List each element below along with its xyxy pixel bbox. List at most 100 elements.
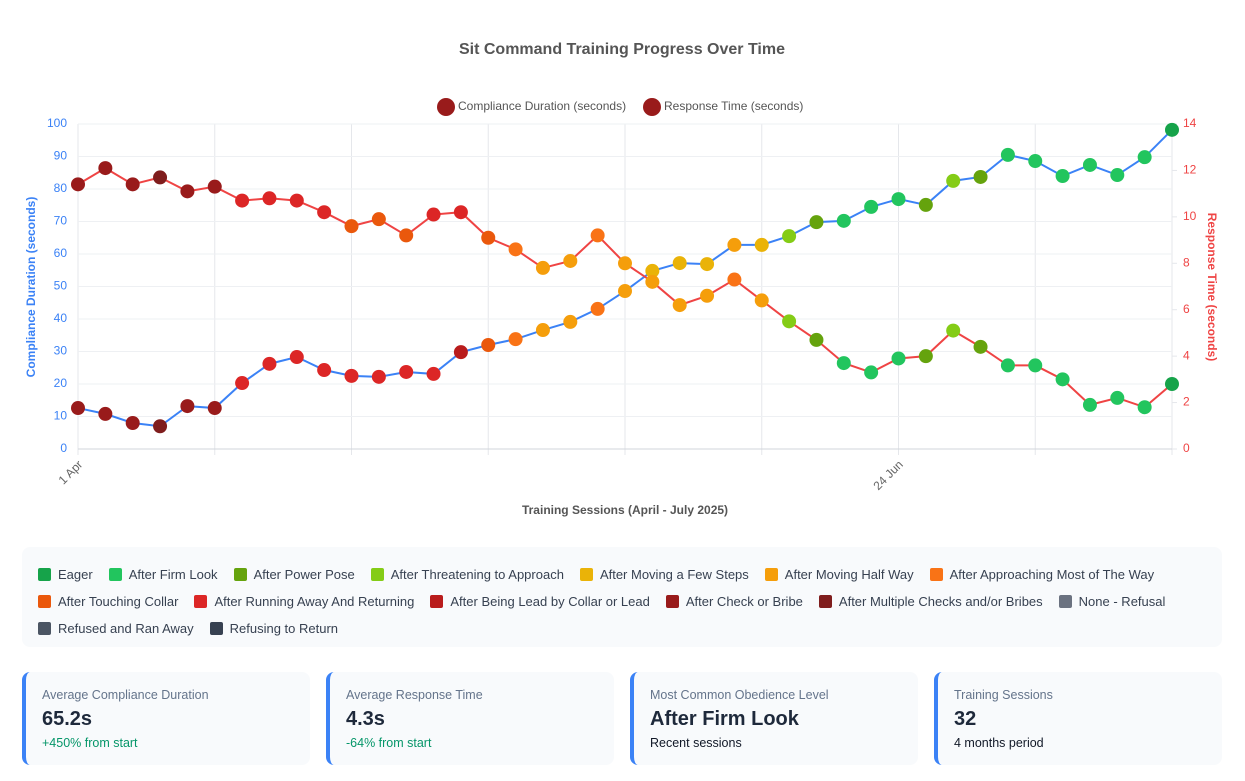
level-swatch: [929, 568, 943, 581]
data-point: [1082, 397, 1097, 412]
data-point: [1082, 157, 1097, 172]
level-label: Eager: [58, 567, 93, 582]
level-legend-item: After Check or Bribe: [665, 588, 803, 615]
y2-axis-title: Response Time (seconds): [1205, 213, 1219, 362]
level-legend-item: After Running Away And Returning: [194, 588, 414, 615]
data-point: [535, 323, 550, 338]
data-point: [782, 229, 797, 244]
stat-note: -64% from start: [346, 736, 432, 750]
stat-label: Average Response Time: [346, 688, 483, 702]
data-point: [754, 293, 769, 308]
y2-tick-label: 10: [1183, 209, 1197, 223]
x-axis-title: Training Sessions (April - July 2025): [522, 503, 728, 517]
data-point: [618, 284, 632, 299]
data-point: [590, 228, 605, 243]
level-legend-item: Refused and Ran Away: [38, 615, 194, 642]
level-legend-item: After Power Pose: [233, 561, 355, 588]
level-label: After Power Pose: [253, 567, 355, 582]
legend-label: Compliance Duration (seconds): [458, 99, 626, 113]
data-point: [973, 339, 988, 354]
y-tick-label: 90: [54, 149, 68, 163]
data-point: [98, 161, 113, 176]
data-point: [1055, 169, 1070, 183]
data-point: [371, 369, 386, 384]
y-tick-label: 30: [54, 344, 68, 358]
data-point: [98, 406, 113, 421]
data-point: [535, 260, 550, 275]
y-axis-title: Compliance Duration (seconds): [24, 197, 38, 378]
data-point: [453, 345, 468, 360]
stat-card: Average Compliance Duration 65.2s +450% fr…: [22, 672, 310, 765]
data-point: [1165, 377, 1179, 391]
level-label: After Multiple Checks and/or Bribes: [838, 594, 1043, 609]
data-point: [153, 419, 168, 434]
data-point: [125, 416, 140, 430]
level-label: After Firm Look: [128, 567, 218, 582]
data-point: [426, 366, 441, 381]
data-point: [618, 256, 632, 271]
level-swatch: [430, 595, 444, 608]
data-point: [289, 350, 304, 365]
data-point: [918, 349, 933, 364]
level-label: After Check or Bribe: [685, 594, 803, 609]
level-swatch: [38, 622, 51, 635]
data-point: [180, 399, 195, 414]
data-point: [864, 365, 879, 380]
y2-tick-label: 6: [1183, 302, 1190, 316]
data-point: [918, 197, 933, 212]
data-point: [207, 179, 222, 194]
legend-marker: [437, 98, 455, 116]
data-point: [864, 199, 879, 214]
stat-value: After Firm Look: [650, 708, 799, 730]
data-point: [180, 184, 195, 199]
data-point: [235, 193, 250, 208]
y-tick-label: 80: [54, 181, 68, 195]
level-swatch: [38, 568, 51, 581]
legend-marker: [643, 98, 661, 116]
data-point: [563, 253, 578, 268]
y2-tick-label: 4: [1183, 348, 1190, 362]
data-point: [1028, 358, 1043, 373]
legend-label: Response Time (seconds): [664, 99, 803, 113]
data-point: [754, 237, 769, 252]
data-point: [700, 288, 715, 303]
y2-tick-label: 2: [1183, 395, 1190, 409]
data-point: [1028, 154, 1043, 169]
data-point: [836, 356, 851, 371]
level-legend-item: After Being Lead by Collar or Lead: [430, 588, 650, 615]
y-tick-label: 100: [47, 116, 67, 130]
y-tick-label: 20: [54, 376, 68, 390]
data-point: [453, 205, 468, 220]
data-point: [481, 338, 496, 352]
level-label: After Moving a Few Steps: [599, 567, 749, 582]
y2-tick-label: 12: [1183, 163, 1197, 177]
level-label: After Moving Half Way: [784, 567, 914, 582]
data-point: [71, 401, 85, 416]
data-point: [125, 177, 140, 192]
stat-label: Most Common Obedience Level: [650, 688, 829, 702]
data-point: [508, 242, 523, 257]
data-point: [153, 170, 168, 185]
x-tick-label: 1 Apr: [56, 457, 86, 487]
data-point: [1055, 372, 1070, 387]
chart-title: Sit Command Training Progress Over Time: [459, 41, 785, 58]
data-point: [836, 213, 851, 228]
data-point: [71, 177, 85, 192]
data-point: [399, 228, 414, 243]
chart: Sit Command Training Progress Over Time …: [24, 41, 1219, 517]
level-legend-item: After Multiple Checks and/or Bribes: [818, 588, 1043, 615]
level-swatch: [370, 568, 384, 581]
data-point: [426, 207, 441, 222]
data-point: [508, 332, 523, 347]
data-point: [891, 192, 906, 207]
level-label: Refused and Ran Away: [58, 621, 194, 636]
data-point: [344, 219, 359, 234]
level-swatch: [209, 622, 223, 635]
stat-card: Average Response Time 4.3s -64% from start: [326, 672, 614, 765]
data-point: [1110, 390, 1125, 405]
level-label: After Being Lead by Collar or Lead: [450, 594, 650, 609]
level-legend-item: Eager: [38, 561, 93, 588]
data-point: [344, 368, 359, 383]
level-label: None - Refusal: [1078, 594, 1166, 609]
level-label: After Touching Collar: [58, 594, 179, 609]
